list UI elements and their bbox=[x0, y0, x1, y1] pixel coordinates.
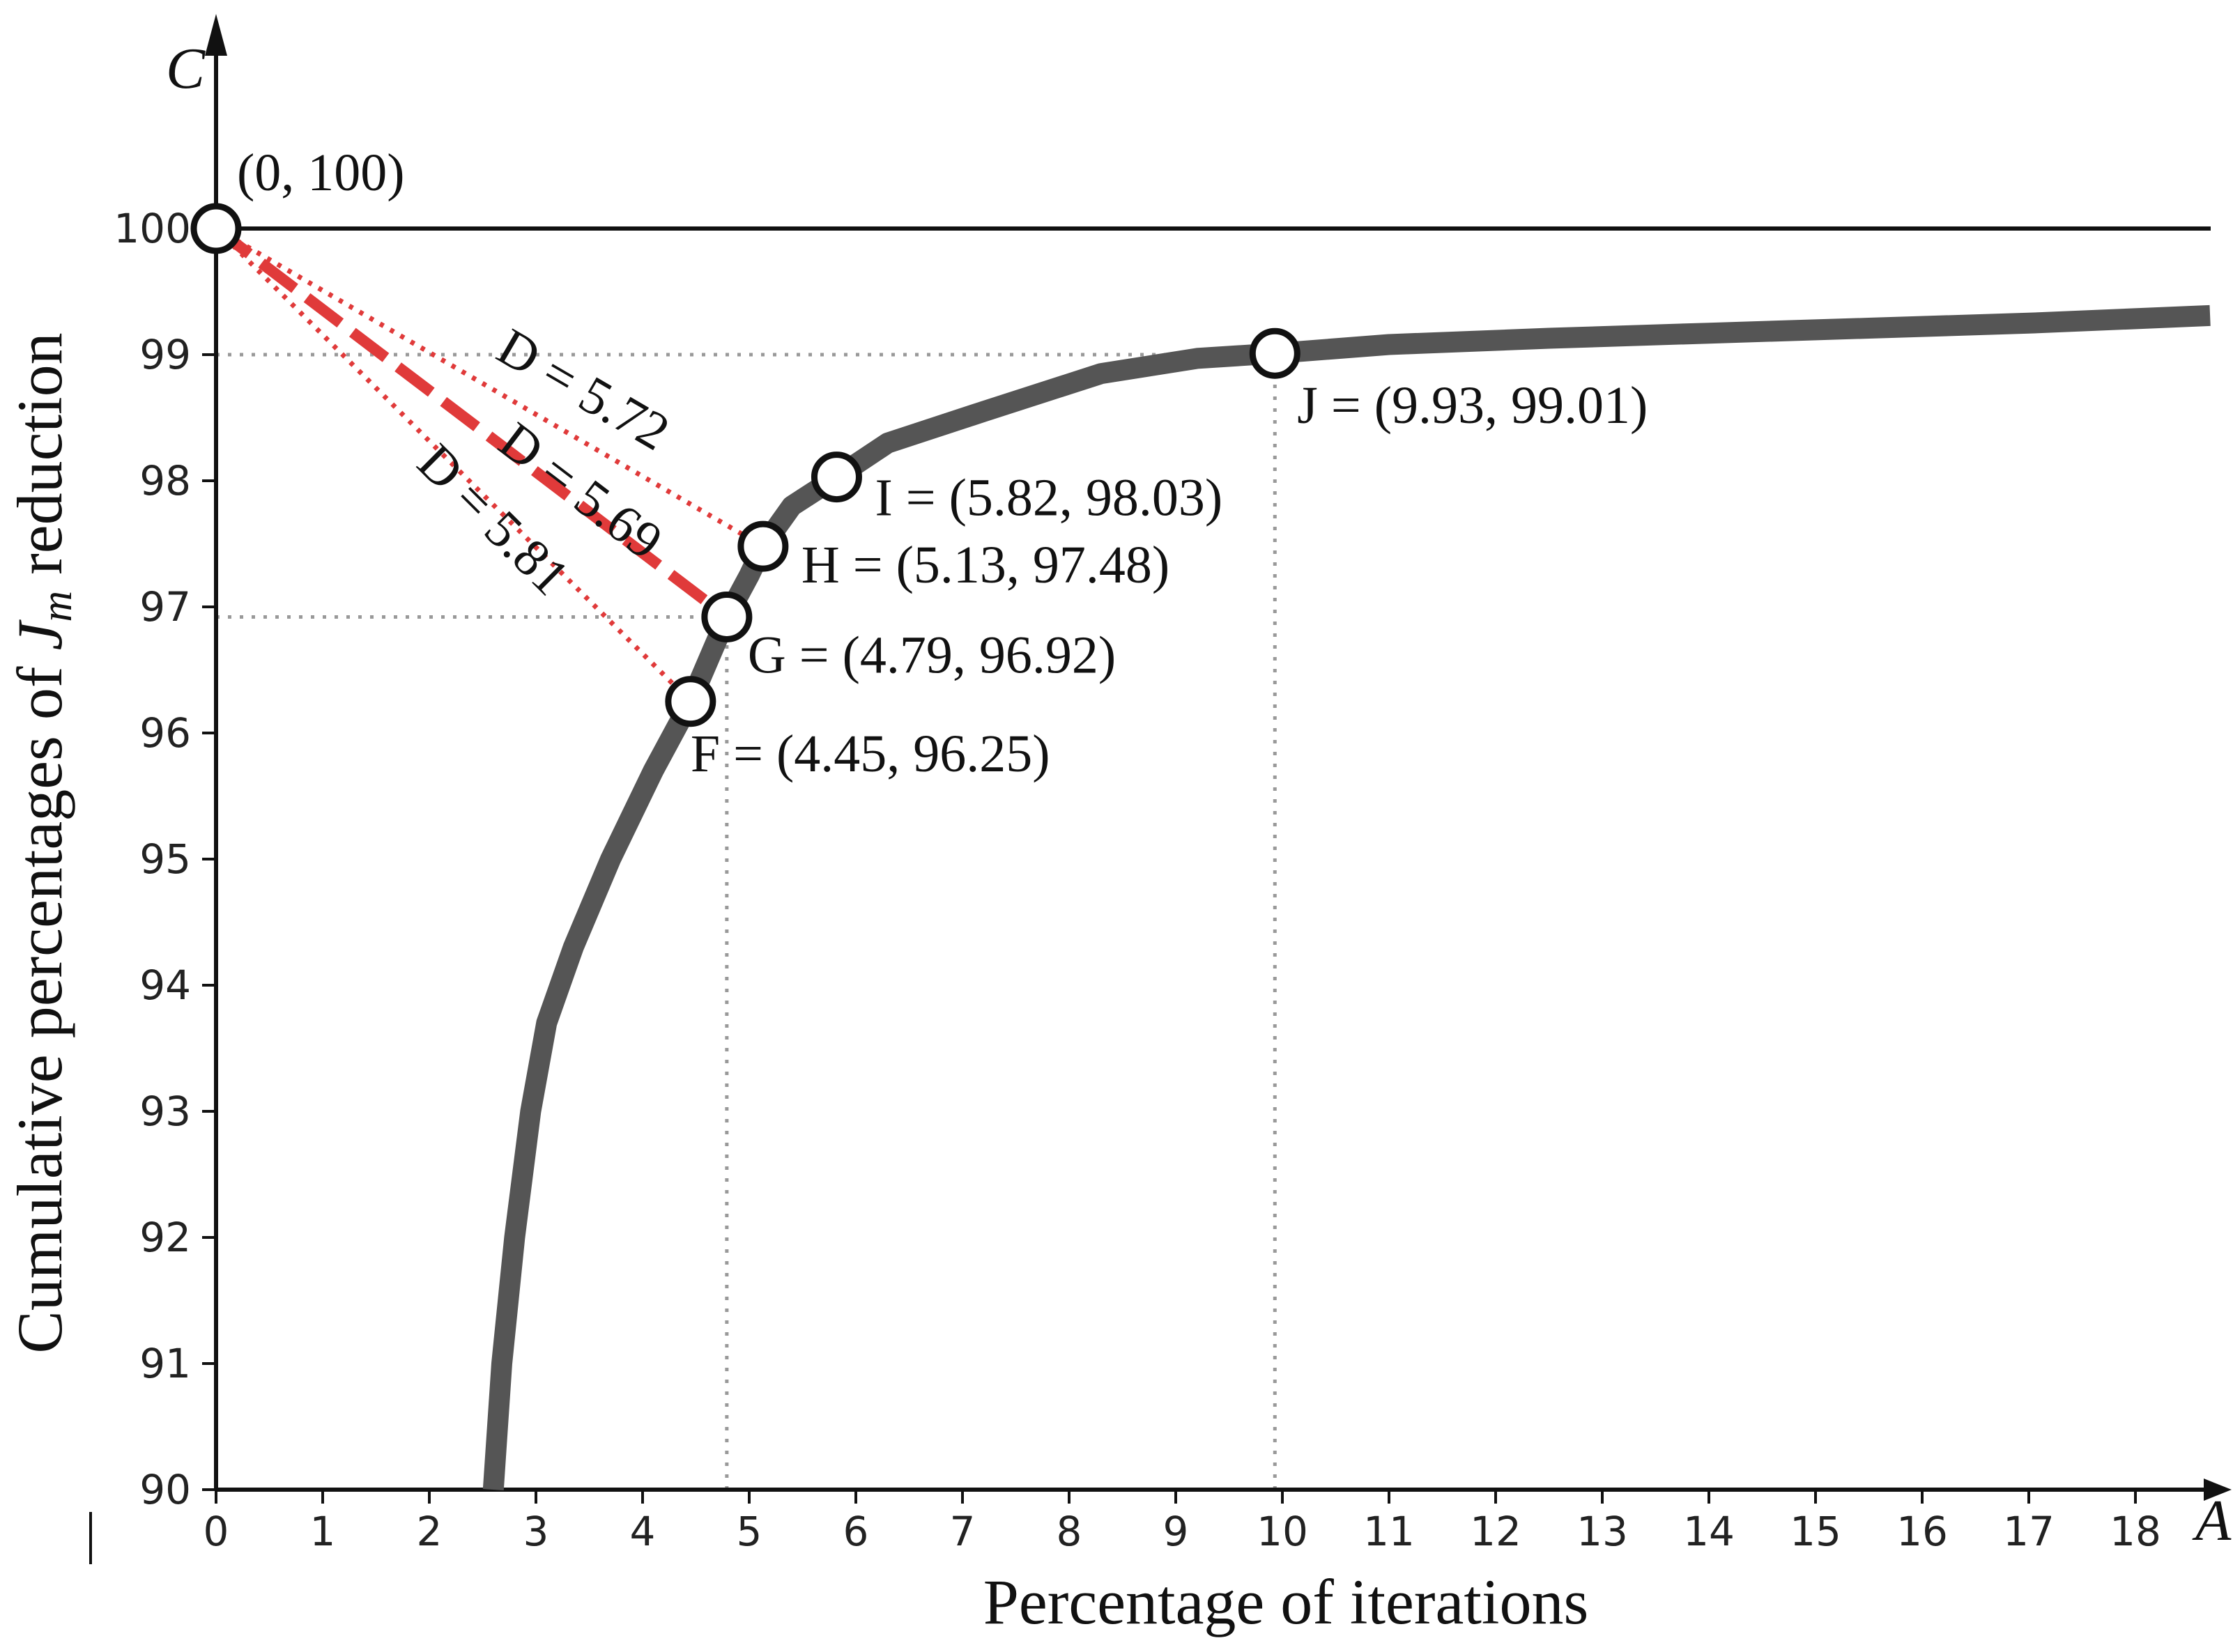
chart-labels: (0, 100) F = (4.45, 96.25) G = (4.79, 96.9… bbox=[237, 144, 1648, 783]
x-tick-label: 15 bbox=[1790, 1508, 1841, 1555]
y-tick-label: 95 bbox=[139, 835, 191, 883]
y-axis-arrow bbox=[205, 14, 227, 56]
point-marker-h bbox=[737, 520, 789, 572]
x-tick-label: 0 bbox=[204, 1508, 229, 1555]
x-axis-arrow bbox=[2204, 1479, 2232, 1501]
guide-lines bbox=[216, 353, 1277, 1490]
x-tick-label: 17 bbox=[2003, 1508, 2055, 1555]
x-tick-label: 4 bbox=[630, 1508, 656, 1555]
point-label-f: F = (4.45, 96.25) bbox=[691, 725, 1050, 783]
y-tick-label: 97 bbox=[139, 583, 191, 631]
point-marker-g bbox=[701, 591, 753, 642]
curve-group bbox=[482, 304, 2211, 1491]
axes: 0 1 2 3 4 5 6 7 8 9 10 11 12 13 14 15 16 17 18909192939495… bbox=[89, 14, 2232, 1564]
x-axis-title: Percentage of iterations bbox=[983, 1566, 1589, 1637]
y-axis-title-prefix: Cumulative percentages of bbox=[4, 650, 75, 1353]
point-label-i: I = (5.82, 98.03) bbox=[875, 469, 1222, 527]
y-tick-label: 98 bbox=[139, 457, 191, 504]
x-tick-label: 5 bbox=[737, 1508, 762, 1555]
x-tick-label: 16 bbox=[1896, 1508, 1948, 1555]
x-tick-label: 8 bbox=[1057, 1508, 1082, 1555]
point-markers bbox=[190, 203, 1300, 727]
x-tick-label: 3 bbox=[523, 1508, 549, 1555]
point-label-o: (0, 100) bbox=[237, 144, 405, 202]
x-axis-letter: A bbox=[2192, 1488, 2232, 1553]
point-marker-j bbox=[1249, 327, 1300, 379]
point-marker-o bbox=[190, 203, 242, 254]
y-tick-label: 92 bbox=[139, 1214, 191, 1261]
y-axis-title-suffix: reduction bbox=[4, 332, 75, 590]
y-tick-label: 100 bbox=[114, 205, 191, 252]
x-tick-label: 2 bbox=[417, 1508, 443, 1555]
y-tick-label: 93 bbox=[139, 1088, 191, 1135]
y-axis-title-symbol: J bbox=[4, 619, 75, 650]
y-tick-label: 90 bbox=[139, 1466, 191, 1513]
distance-line-f bbox=[214, 226, 693, 704]
x-tick-label: 7 bbox=[950, 1508, 976, 1555]
x-tick-label: 18 bbox=[2110, 1508, 2161, 1555]
x-tick-label: 14 bbox=[1683, 1508, 1735, 1555]
point-marker-i bbox=[811, 451, 862, 503]
y-tick-label: 99 bbox=[139, 331, 191, 378]
x-tick-label: 13 bbox=[1576, 1508, 1628, 1555]
distance-line-g bbox=[213, 224, 730, 622]
x-tick-label: 11 bbox=[1363, 1508, 1415, 1555]
point-label-g: G = (4.79, 96.92) bbox=[748, 626, 1116, 684]
x-tick-label: 1 bbox=[310, 1508, 336, 1555]
point-label-h: H = (5.13, 97.48) bbox=[801, 536, 1169, 594]
x-tick-label: 10 bbox=[1257, 1508, 1308, 1555]
x-tick-label: 6 bbox=[843, 1508, 869, 1555]
y-axis-title: Cumulative percentages of Jm reduction bbox=[4, 332, 81, 1353]
x-tick-label: 9 bbox=[1163, 1508, 1189, 1555]
curve-line bbox=[482, 304, 2211, 1491]
y-axis-title-subscript: m bbox=[33, 591, 81, 622]
x-tick-label: 12 bbox=[1470, 1508, 1521, 1555]
point-label-j: J = (9.93, 99.01) bbox=[1297, 376, 1648, 435]
y-tick-label: 96 bbox=[139, 709, 191, 757]
point-marker-f bbox=[665, 676, 716, 727]
y-tick-label: 94 bbox=[139, 962, 191, 1009]
y-tick-label: 91 bbox=[139, 1340, 191, 1387]
y-axis-letter: C bbox=[166, 36, 206, 101]
distance-lines bbox=[213, 224, 765, 704]
